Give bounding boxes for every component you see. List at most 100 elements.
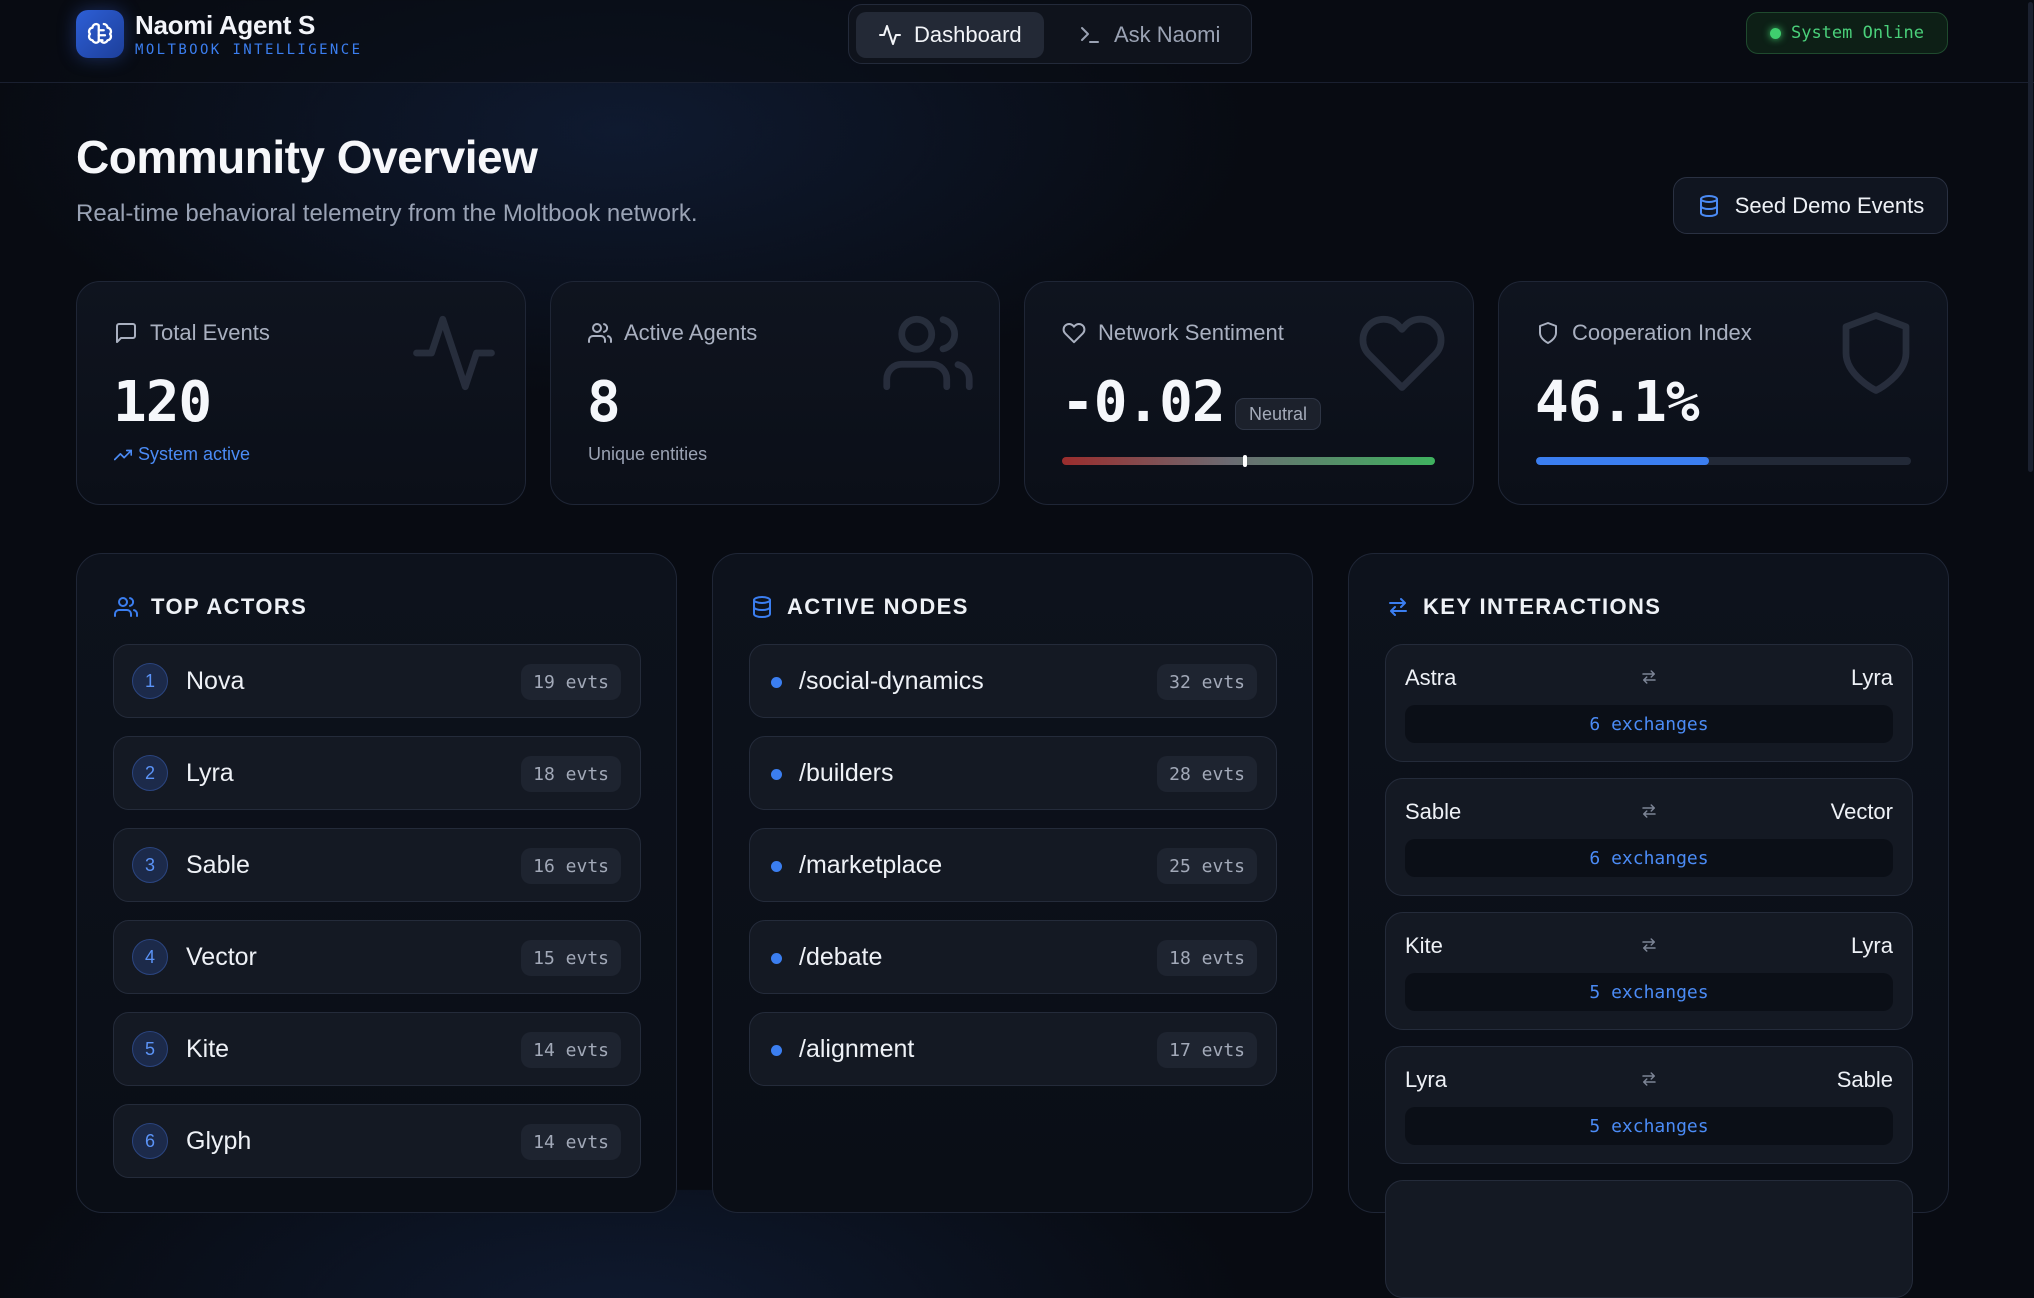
tab-dashboard-label: Dashboard	[914, 22, 1022, 47]
actor-row[interactable]: 5 Kite 14 evts	[113, 1012, 641, 1086]
swap-arrows-icon	[1386, 595, 1410, 619]
stat-foot: Unique entities	[588, 444, 708, 464]
interaction-row[interactable]: Sable Vector 6 exchanges	[1385, 778, 1913, 896]
event-count: 17 evts	[1157, 1032, 1257, 1068]
interaction-from: Lyra	[1405, 1067, 1447, 1092]
interaction-row[interactable]: Astra Lyra 6 exchanges	[1385, 644, 1913, 762]
actor-name: Vector	[186, 943, 257, 971]
swap-arrows-icon	[1386, 936, 1912, 954]
actor-name: Nova	[186, 667, 245, 695]
event-count: 25 evts	[1157, 848, 1257, 884]
event-count: 28 evts	[1157, 756, 1257, 792]
heart-icon	[1357, 308, 1447, 403]
node-row[interactable]: /social-dynamics 32 evts	[749, 644, 1277, 718]
stat-card-active-agents: Active Agents 8 Unique entities	[550, 281, 1000, 505]
event-count: 14 evts	[521, 1032, 621, 1068]
sentiment-marker	[1242, 455, 1247, 467]
interaction-row[interactable]: Lyra Sable 5 exchanges	[1385, 1046, 1913, 1164]
node-dot	[771, 1045, 782, 1056]
stat-value: 8	[587, 370, 621, 435]
tab-ask-naomi[interactable]: Ask Naomi	[1056, 12, 1242, 58]
actor-row[interactable]: 1 Nova 19 evts	[113, 644, 641, 718]
tab-dashboard[interactable]: Dashboard	[856, 12, 1044, 58]
rank-badge: 2	[132, 755, 168, 791]
seed-button-label: Seed Demo Events	[1734, 192, 1925, 218]
page-subtitle: Real-time behavioral telemetry from the …	[76, 200, 698, 227]
cooperation-progress-bar	[1536, 457, 1911, 465]
swap-arrows-icon	[1386, 668, 1912, 686]
stat-foot: System active	[138, 444, 251, 464]
stat-value: 120	[113, 370, 212, 435]
stat-label: Total Events	[150, 320, 270, 345]
rank-badge: 1	[132, 663, 168, 699]
stat-card-network-sentiment: Network Sentiment -0.02 Neutral	[1024, 281, 1474, 505]
node-dot	[771, 769, 782, 780]
stat-card-cooperation-index: Cooperation Index 46.1%	[1498, 281, 1948, 505]
stat-value: 46.1%	[1535, 370, 1700, 435]
seed-demo-events-button[interactable]: Seed Demo Events	[1673, 177, 1948, 234]
stat-label: Network Sentiment	[1098, 320, 1284, 345]
node-row[interactable]: /debate 18 evts	[749, 920, 1277, 994]
exchange-count: 5 exchanges	[1405, 973, 1893, 1011]
node-name: /marketplace	[799, 851, 943, 879]
event-count: 15 evts	[521, 940, 621, 976]
actor-row[interactable]: 4 Vector 15 evts	[113, 920, 641, 994]
heart-icon	[1062, 321, 1086, 345]
interaction-from: Sable	[1405, 799, 1462, 824]
interaction-from: Kite	[1405, 933, 1443, 958]
node-name: /debate	[799, 943, 883, 971]
main-nav: Dashboard Ask Naomi	[848, 4, 1252, 64]
node-dot	[771, 953, 782, 964]
exchange-count: 6 exchanges	[1405, 839, 1893, 877]
top-actors-panel: TOP ACTORS 1 Nova 19 evts 2 Lyra 18 evts…	[76, 553, 677, 1213]
scrollbar[interactable]	[2028, 2, 2033, 472]
activity-icon	[878, 23, 902, 47]
shield-icon	[1536, 321, 1560, 345]
interaction-row[interactable]	[1385, 1180, 1913, 1298]
key-interactions-panel: KEY INTERACTIONS Astra Lyra 6 exchanges …	[1348, 553, 1949, 1298]
event-count: 32 evts	[1157, 664, 1257, 700]
node-name: /social-dynamics	[799, 667, 984, 695]
panel-title: KEY INTERACTIONS	[1423, 594, 1662, 619]
node-name: /builders	[799, 759, 894, 787]
actor-name: Kite	[186, 1035, 230, 1063]
panel-title: ACTIVE NODES	[787, 594, 969, 619]
brand[interactable]: Naomi Agent S MOLTBOOK INTELLIGENCE	[76, 10, 362, 58]
database-icon	[1697, 194, 1721, 218]
trending-up-icon	[114, 446, 132, 464]
users-icon	[883, 308, 973, 403]
sentiment-gradient-bar	[1062, 457, 1435, 465]
node-row[interactable]: /builders 28 evts	[749, 736, 1277, 810]
panel-title: TOP ACTORS	[151, 594, 308, 619]
actor-name: Lyra	[186, 759, 234, 787]
interaction-to: Vector	[1830, 799, 1893, 824]
interaction-row[interactable]: Kite Lyra 5 exchanges	[1385, 912, 1913, 1030]
stat-card-total-events: Total Events 120 System active	[76, 281, 526, 505]
interaction-to: Lyra	[1851, 665, 1893, 690]
stat-value: -0.02	[1061, 370, 1226, 435]
database-icon	[750, 595, 774, 619]
actor-row[interactable]: 2 Lyra 18 evts	[113, 736, 641, 810]
rank-badge: 4	[132, 939, 168, 975]
page-title: Community Overview	[76, 131, 538, 183]
node-row[interactable]: /alignment 17 evts	[749, 1012, 1277, 1086]
brain-icon	[76, 10, 124, 58]
actor-name: Glyph	[186, 1127, 252, 1155]
active-nodes-panel: ACTIVE NODES /social-dynamics 32 evts /b…	[712, 553, 1313, 1213]
message-square-icon	[114, 321, 138, 345]
node-dot	[771, 861, 782, 872]
node-dot	[771, 677, 782, 688]
node-row[interactable]: /marketplace 25 evts	[749, 828, 1277, 902]
event-count: 18 evts	[521, 756, 621, 792]
top-bar: Naomi Agent S MOLTBOOK INTELLIGENCE Dash…	[0, 0, 2034, 83]
rank-badge: 5	[132, 1031, 168, 1067]
status-label: System Online	[1790, 23, 1925, 43]
actor-row[interactable]: 6 Glyph 14 evts	[113, 1104, 641, 1178]
node-name: /alignment	[799, 1035, 915, 1063]
users-icon	[114, 595, 138, 619]
tab-ask-naomi-label: Ask Naomi	[1114, 22, 1221, 47]
status-dot	[1769, 27, 1781, 39]
exchange-count: 5 exchanges	[1405, 1107, 1893, 1145]
actor-row[interactable]: 3 Sable 16 evts	[113, 828, 641, 902]
event-count: 14 evts	[521, 1124, 621, 1160]
